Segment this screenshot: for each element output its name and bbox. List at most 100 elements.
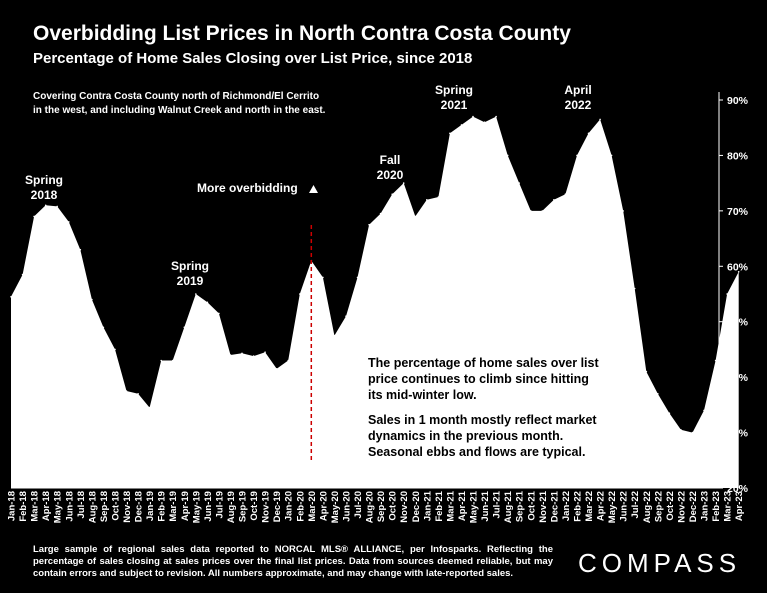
x-tick-label: Aug-22 (642, 491, 653, 523)
y-tick-label: 90% (727, 95, 749, 107)
pandemic-label: Pandemic hits (219, 475, 297, 487)
data-point-Dec-20 (414, 215, 417, 218)
x-tick-label: Nov-18 (122, 491, 133, 523)
x-tick-label: Jun-20 (342, 491, 353, 522)
label-april-2022: 2022 (565, 98, 592, 112)
commentary-line: its mid-winter low. (368, 388, 477, 402)
data-point-Sep-22 (657, 393, 659, 395)
x-tick-label: Sep-20 (376, 491, 387, 522)
x-tick-label: Feb-18 (18, 491, 29, 522)
data-point-Jan-21 (426, 199, 428, 201)
x-tick-label: Mar-23 (723, 491, 734, 522)
x-tick-label: Oct-21 (526, 490, 537, 520)
x-tick-label: Sep-18 (99, 491, 110, 522)
data-point-Apr-18 (44, 204, 47, 207)
data-point-Feb-21 (437, 196, 440, 198)
label-spring-2019: Spring (171, 259, 209, 273)
data-point-Feb-22 (576, 154, 578, 157)
label-midwinter-2018: Winter (123, 437, 161, 451)
x-tick-label: Nov-19 (261, 491, 272, 523)
data-point-Feb-18 (21, 273, 24, 276)
commentary-line: Seasonal ebbs and flows are typical. (368, 445, 585, 459)
data-point-Dec-18 (137, 393, 139, 395)
label-spring-2018: Spring (25, 173, 63, 187)
data-point-Jul-20 (356, 276, 359, 279)
up-triangle-icon (301, 476, 310, 484)
x-tick-label: Jan-22 (561, 491, 572, 521)
x-tick-label: Jun-18 (64, 491, 75, 522)
label-midwinter-2020: Mid- (400, 226, 425, 240)
x-tick-label: Jan-19 (145, 491, 156, 521)
x-tick-label: May-20 (330, 491, 341, 523)
area-series (11, 116, 739, 488)
x-tick-label: May-22 (607, 491, 618, 523)
x-tick-label: Jul-20 (353, 491, 364, 518)
x-tick-label: Apr-23 (734, 491, 745, 521)
x-tick-label: Jul-18 (76, 491, 87, 518)
x-tick-label: Feb-22 (573, 491, 584, 522)
x-tick-label: Feb-19 (157, 491, 168, 522)
data-point-Sep-18 (102, 326, 105, 329)
x-tick-label: Jan-20 (284, 491, 295, 521)
x-tick-label: Nov-22 (676, 491, 687, 523)
data-point-Nov-19 (264, 351, 266, 354)
x-tick-label: Mar-19 (168, 491, 179, 522)
x-tick-label: Oct-19 (249, 491, 260, 521)
data-point-Sep-21 (518, 182, 520, 184)
data-point-Jan-22 (564, 193, 567, 195)
data-point-Apr-23 (737, 271, 740, 273)
data-point-Jan-19 (148, 406, 151, 409)
footer-source-note: Large sample of regional sales data repo… (33, 544, 553, 579)
x-tick-label: Jan-23 (700, 491, 711, 521)
x-tick-label: Apr-21 (457, 490, 468, 521)
x-tick-label: Sep-19 (238, 491, 249, 522)
x-tick-label: Sep-22 (653, 491, 664, 522)
x-tick-label: Mar-18 (30, 491, 41, 522)
x-tick-label: Jul-19 (214, 491, 225, 518)
data-point-Nov-20 (402, 182, 405, 184)
y-tick-label: 50% (727, 317, 749, 329)
data-point-Oct-20 (391, 193, 394, 195)
y-tick-label: 60% (727, 261, 749, 273)
data-point-Nov-21 (541, 210, 544, 212)
data-point-Sep-20 (379, 212, 382, 215)
x-tick-label: Apr-19 (180, 491, 191, 521)
data-point-Mar-23 (726, 293, 728, 295)
data-point-Feb-19 (160, 359, 162, 362)
data-point-Oct-19 (252, 355, 255, 357)
chart-title: Overbidding List Prices in North Contra … (33, 22, 571, 45)
x-tick-label: Jun-19 (203, 491, 214, 522)
data-point-Mar-19 (171, 359, 174, 362)
x-tick-label: Aug-20 (365, 491, 376, 523)
x-tick-label: Jan-18 (7, 491, 18, 521)
x-tick-label: Mar-22 (584, 491, 595, 522)
x-tick-label: Nov-20 (399, 491, 410, 523)
x-tick-label: Jan-21 (422, 490, 433, 521)
y-tick-label: 30% (727, 428, 749, 440)
data-point-Jun-22 (622, 210, 624, 212)
data-point-Aug-20 (368, 223, 370, 226)
x-tick-label: May-18 (53, 491, 64, 523)
data-point-May-22 (610, 154, 613, 157)
label-midwinter-2020: Winter (393, 241, 431, 255)
x-tick-label: Apr-22 (596, 491, 607, 521)
data-point-Jan-23 (703, 409, 705, 412)
x-tick-label: Apr-18 (41, 491, 52, 521)
x-tick-label: Aug-21 (503, 490, 514, 523)
data-point-Feb-20 (299, 293, 301, 295)
label-fall-2020: 2020 (377, 168, 404, 182)
data-point-Jan-20 (287, 359, 290, 362)
y-tick-label: 40% (727, 372, 749, 384)
data-point-Jul-22 (633, 287, 636, 290)
label-midwinter-2021: Winter (514, 234, 552, 248)
x-tick-label: Oct-20 (388, 491, 399, 521)
data-point-Dec-19 (275, 368, 278, 370)
x-tick-label: Aug-19 (226, 491, 237, 523)
x-tick-label: Jun-21 (480, 490, 491, 521)
data-point-May-21 (472, 115, 474, 118)
x-tick-label: Dec-22 (688, 491, 699, 522)
data-point-Apr-21 (460, 124, 463, 126)
label-midwinter-2022: Winter (653, 455, 691, 469)
data-point-Dec-22 (691, 431, 694, 434)
